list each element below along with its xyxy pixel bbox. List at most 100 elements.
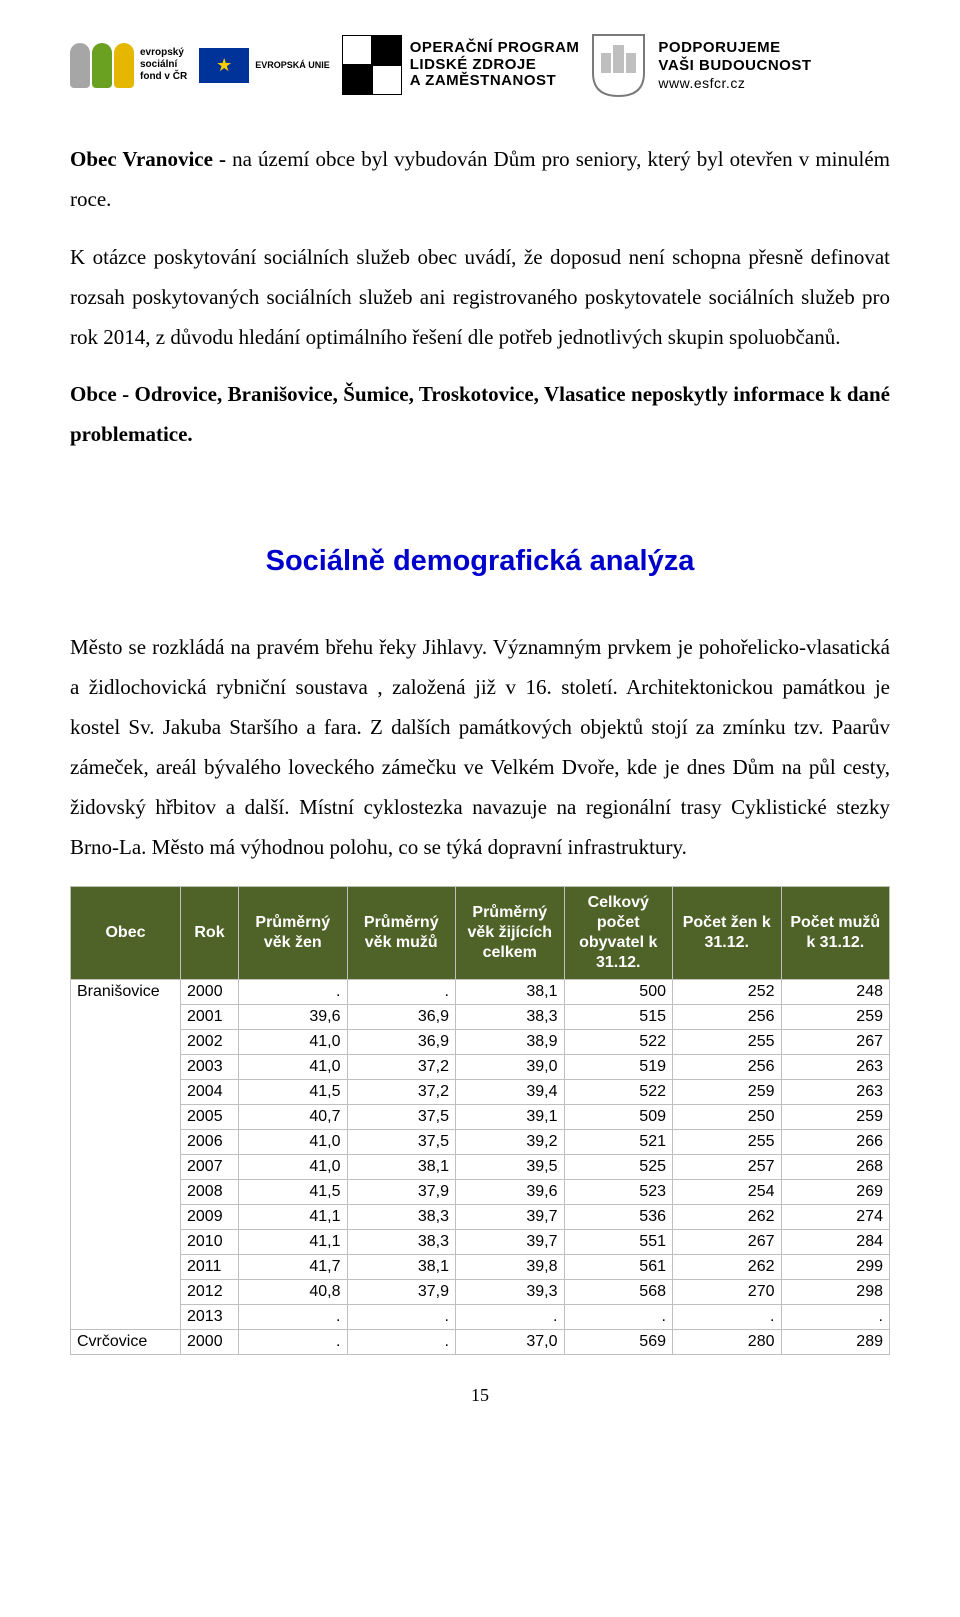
op-line2: LIDSKÉ ZDROJE (410, 57, 580, 74)
cell-vek-zen: 39,6 (239, 1004, 348, 1029)
cell-pocet-celkem: 551 (564, 1229, 673, 1254)
cell-pocet-celkem: 519 (564, 1054, 673, 1079)
cell-pocet-zen: 256 (673, 1054, 782, 1079)
cell-rok: 2011 (181, 1254, 239, 1279)
cell-rok: 2001 (181, 1004, 239, 1029)
cell-vek-muzu: 37,5 (347, 1104, 456, 1129)
cell-pocet-muzu: 263 (781, 1054, 890, 1079)
logo-eu: EVROPSKÁ UNIE (199, 48, 330, 83)
cell-vek-muzu: . (347, 979, 456, 1004)
th-vek-muzu: Průměrný věk mužů (347, 886, 456, 979)
esf-line1: evropský (140, 47, 187, 59)
logo-esf: evropský sociální fond v ČR (70, 43, 187, 88)
paragraph-1: Obec Vranovice - na území obce byl vybud… (70, 140, 890, 220)
support-url: www.esfcr.cz (658, 75, 811, 92)
paragraph-4: Město se rozkládá na pravém břehu řeky J… (70, 628, 890, 867)
cell-vek-zen: 41,7 (239, 1254, 348, 1279)
cell-pocet-zen: 262 (673, 1254, 782, 1279)
cell-pocet-celkem: 568 (564, 1279, 673, 1304)
demographics-table: Obec Rok Průměrný věk žen Průměrný věk m… (70, 886, 890, 1355)
eu-label: EVROPSKÁ UNIE (255, 60, 330, 70)
cell-pocet-celkem: 523 (564, 1179, 673, 1204)
cell-pocet-zen: 280 (673, 1329, 782, 1354)
body-text: Obec Vranovice - na území obce byl vybud… (70, 140, 890, 455)
cell-vek-celkem: 37,0 (456, 1329, 565, 1354)
cell-pocet-zen: 254 (673, 1179, 782, 1204)
cell-rok: 2007 (181, 1154, 239, 1179)
cell-pocet-zen: 267 (673, 1229, 782, 1254)
cell-vek-zen: . (239, 979, 348, 1004)
esf-line3: fond v ČR (140, 71, 187, 83)
cell-vek-muzu: 37,2 (347, 1054, 456, 1079)
cell-pocet-muzu: 274 (781, 1204, 890, 1229)
table-row: 200139,636,938,3515256259 (71, 1004, 890, 1029)
cell-rok: 2009 (181, 1204, 239, 1229)
cell-rok: 2010 (181, 1229, 239, 1254)
cell-vek-celkem: 39,1 (456, 1104, 565, 1129)
cell-pocet-zen: 262 (673, 1204, 782, 1229)
cell-vek-celkem: 39,2 (456, 1129, 565, 1154)
table-row: 201041,138,339,7551267284 (71, 1229, 890, 1254)
cell-vek-celkem: 38,1 (456, 979, 565, 1004)
cell-vek-zen: 41,0 (239, 1029, 348, 1054)
cell-rok: 2004 (181, 1079, 239, 1104)
th-obec: Obec (71, 886, 181, 979)
cell-pocet-muzu: 268 (781, 1154, 890, 1179)
support-line2: VAŠI BUDOUCNOST (658, 57, 811, 75)
cell-pocet-celkem: 561 (564, 1254, 673, 1279)
cell-pocet-celkem: 522 (564, 1029, 673, 1054)
cell-vek-muzu: 36,9 (347, 1004, 456, 1029)
cell-pocet-celkem: 521 (564, 1129, 673, 1154)
cell-vek-celkem: 39,7 (456, 1204, 565, 1229)
paragraph-3: Obce - Odrovice, Branišovice, Šumice, Tr… (70, 375, 890, 455)
cell-vek-zen: 40,8 (239, 1279, 348, 1304)
cell-pocet-zen: 255 (673, 1029, 782, 1054)
cell-obec: Cvrčovice (71, 1329, 181, 1354)
table-row: 200341,037,239,0519256263 (71, 1054, 890, 1079)
cell-pocet-muzu: 267 (781, 1029, 890, 1054)
cell-vek-zen: 41,5 (239, 1179, 348, 1204)
table-header-row: Obec Rok Průměrný věk žen Průměrný věk m… (71, 886, 890, 979)
cell-pocet-zen: 259 (673, 1079, 782, 1104)
section-title: Sociálně demografická analýza (70, 545, 890, 578)
cell-vek-zen: . (239, 1304, 348, 1329)
cell-vek-muzu: 38,1 (347, 1254, 456, 1279)
table-row: 200241,036,938,9522255267 (71, 1029, 890, 1054)
support-line1: PODPORUJEME (658, 39, 811, 57)
puzzle-icon (342, 35, 402, 95)
cell-pocet-celkem: 536 (564, 1204, 673, 1229)
cell-vek-muzu: 37,9 (347, 1179, 456, 1204)
table-body: Branišovice2000..38,1500252248200139,636… (71, 979, 890, 1354)
cell-vek-muzu: . (347, 1329, 456, 1354)
th-pocet-celkem: Celkový počet obyvatel k 31.12. (564, 886, 673, 979)
cell-vek-zen: 41,0 (239, 1129, 348, 1154)
cell-rok: 2000 (181, 979, 239, 1004)
cell-pocet-muzu: 259 (781, 1004, 890, 1029)
cell-vek-zen: 40,7 (239, 1104, 348, 1129)
p1-lead: Obec Vranovice - (70, 147, 232, 171)
cell-pocet-muzu: 259 (781, 1104, 890, 1129)
page-number: 15 (70, 1385, 890, 1406)
cell-vek-zen: 41,1 (239, 1204, 348, 1229)
cell-pocet-zen: 250 (673, 1104, 782, 1129)
cell-vek-muzu: 38,3 (347, 1204, 456, 1229)
cell-vek-celkem: 38,9 (456, 1029, 565, 1054)
cell-vek-celkem: 39,6 (456, 1179, 565, 1204)
cell-vek-zen: . (239, 1329, 348, 1354)
table-row: 200441,537,239,4522259263 (71, 1079, 890, 1104)
paragraph-2: K otázce poskytování sociálních služeb o… (70, 238, 890, 358)
cell-pocet-muzu: 298 (781, 1279, 890, 1304)
cell-rok: 2008 (181, 1179, 239, 1204)
crest-icon (591, 33, 646, 98)
th-pocet-muzu: Počet mužů k 31.12. (781, 886, 890, 979)
cell-pocet-celkem: 515 (564, 1004, 673, 1029)
cell-pocet-zen: 255 (673, 1129, 782, 1154)
cell-vek-celkem: 39,7 (456, 1229, 565, 1254)
cell-rok: 2006 (181, 1129, 239, 1154)
cell-rok: 2005 (181, 1104, 239, 1129)
cell-vek-muzu: 38,3 (347, 1229, 456, 1254)
cell-vek-celkem: . (456, 1304, 565, 1329)
table-row: 2013...... (71, 1304, 890, 1329)
cell-pocet-celkem: 525 (564, 1154, 673, 1179)
cell-vek-muzu: 38,1 (347, 1154, 456, 1179)
